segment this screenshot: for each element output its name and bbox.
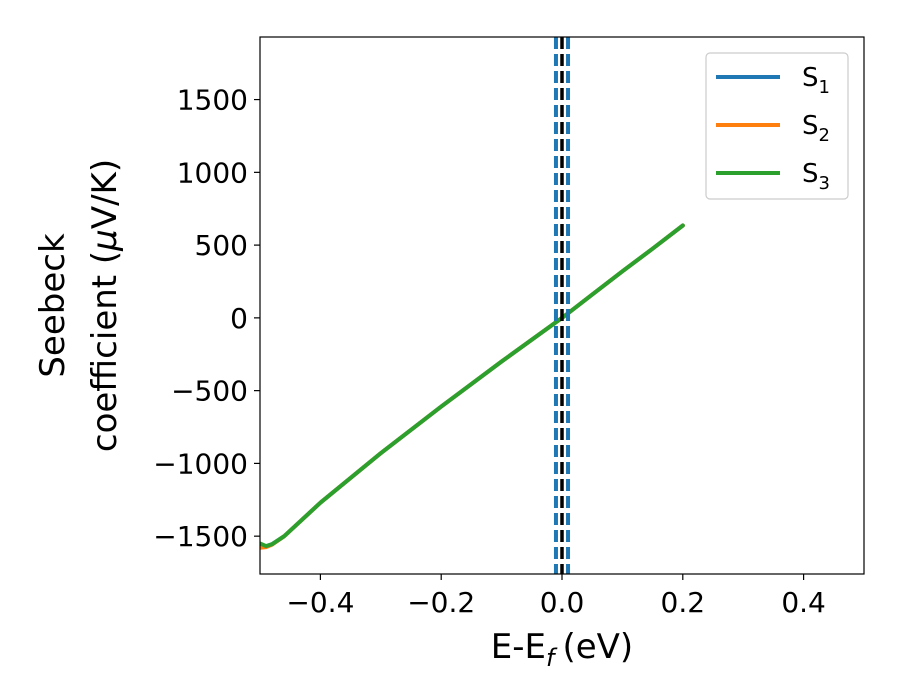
y-axis-label-suffix: V/K) bbox=[85, 159, 125, 229]
y-tick-label: −1500 bbox=[153, 520, 248, 553]
x-axis-label-unit: (eV) bbox=[562, 627, 633, 667]
plot-area bbox=[260, 37, 685, 574]
y-axis-ticks: −1500 −1000 −500 0 500 1000 1500 bbox=[153, 84, 260, 553]
x-tick-label: −0.2 bbox=[407, 586, 475, 619]
y-tick-label: 500 bbox=[195, 229, 248, 262]
x-axis-label-sub: f bbox=[546, 644, 558, 672]
x-tick-label: 0.4 bbox=[781, 586, 826, 619]
y-tick-label: 1500 bbox=[177, 84, 248, 117]
legend-label: S2 bbox=[802, 111, 830, 146]
y-tick-label: 0 bbox=[230, 302, 248, 335]
x-tick-label: 0.2 bbox=[661, 586, 706, 619]
legend-item-2: S2 bbox=[716, 111, 830, 146]
x-tick-label: −0.4 bbox=[286, 586, 354, 619]
y-axis-label: Seebeck coefficient (μV/K) bbox=[33, 159, 125, 452]
y-tick-label: −1000 bbox=[153, 447, 248, 480]
x-axis-ticks: −0.4 −0.2 0.0 0.2 0.4 bbox=[286, 574, 826, 619]
x-axis-label: E-Ef (eV) bbox=[491, 627, 633, 672]
legend-item-1: S1 bbox=[716, 63, 830, 98]
y-axis-label-prefix: coefficient ( bbox=[85, 251, 125, 452]
legend: S1 S2 S3 bbox=[705, 52, 849, 200]
legend-item-3: S3 bbox=[716, 159, 830, 194]
y-tick-label: −500 bbox=[171, 375, 248, 408]
y-axis-label-line2: coefficient (μV/K) bbox=[85, 159, 125, 452]
legend-label: S1 bbox=[802, 63, 830, 98]
x-axis-label-base: E-E bbox=[491, 627, 546, 667]
y-tick-label: 1000 bbox=[177, 156, 248, 189]
legend-label: S3 bbox=[802, 159, 830, 194]
y-axis-label-line1: Seebeck bbox=[33, 233, 73, 378]
y-axis-label-mu: μ bbox=[85, 229, 125, 252]
x-tick-label: 0.0 bbox=[540, 586, 585, 619]
series-line-3 bbox=[260, 223, 685, 549]
